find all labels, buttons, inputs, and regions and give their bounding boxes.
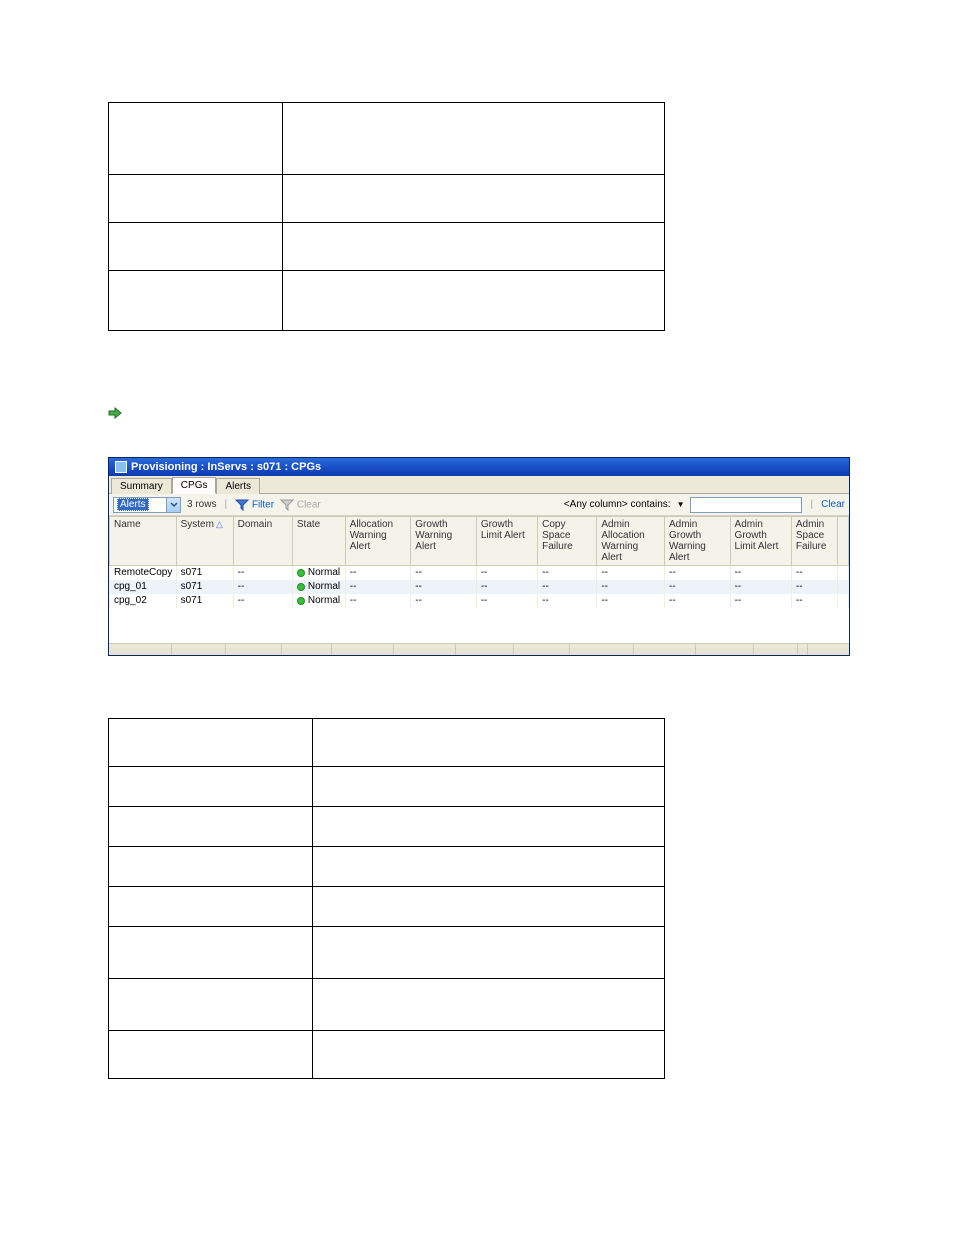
table-cell: -- xyxy=(730,566,791,580)
table-cell: -- xyxy=(476,594,537,608)
window-titlebar: Provisioning : InServs : s071 : CPGs xyxy=(109,458,849,476)
table-cell: -- xyxy=(476,566,537,580)
table-cell: -- xyxy=(476,580,537,594)
table-cell: -- xyxy=(411,580,477,594)
column-header[interactable]: State xyxy=(292,517,345,566)
column-header[interactable]: Domain xyxy=(233,517,292,566)
tab-summary[interactable]: Summary xyxy=(111,478,172,494)
table-cell: Normal xyxy=(292,580,345,594)
table-cell: cpg_02 xyxy=(110,594,177,608)
clear-filter-button[interactable]: Clear xyxy=(280,499,321,511)
column-header[interactable]: Growth Limit Alert xyxy=(476,517,537,566)
table-cell: -- xyxy=(345,566,411,580)
table-cell: -- xyxy=(665,580,731,594)
table-cell: -- xyxy=(411,566,477,580)
chevron-down-icon xyxy=(166,498,180,512)
column-header[interactable]: Name xyxy=(110,517,177,566)
window-icon xyxy=(115,461,127,473)
table-cell: RemoteCopy xyxy=(110,566,177,580)
table-cell: -- xyxy=(730,594,791,608)
clear-filter-label: Clear xyxy=(297,499,321,510)
table-row[interactable]: RemoteCopys071--Normal---------------- xyxy=(110,566,849,580)
view-select-value: Alerts xyxy=(117,498,149,511)
window-title: Provisioning : InServs : s071 : CPGs xyxy=(131,461,321,473)
column-header[interactable]: System△ xyxy=(176,517,233,566)
cpgs-grid: NameSystem△DomainStateAllocation Warning… xyxy=(109,516,849,608)
column-header[interactable]: Growth Warning Alert xyxy=(411,517,477,566)
table-cell: -- xyxy=(411,594,477,608)
table-cell: Normal xyxy=(292,566,345,580)
table-cell: -- xyxy=(597,566,665,580)
filter-input[interactable] xyxy=(690,497,802,513)
table-cell: -- xyxy=(538,594,597,608)
anycolumn-label: <Any column> contains: xyxy=(564,499,671,510)
column-header[interactable]: Copy Space Failure xyxy=(538,517,597,566)
column-header[interactable]: Admin Growth Limit Alert xyxy=(730,517,791,566)
doc-table-1 xyxy=(108,102,665,331)
column-header[interactable] xyxy=(838,517,849,566)
status-dot-icon xyxy=(297,597,305,605)
table-cell: Normal xyxy=(292,594,345,608)
table-cell: -- xyxy=(597,594,665,608)
status-dot-icon xyxy=(297,583,305,591)
grid-header-row: NameSystem△DomainStateAllocation Warning… xyxy=(110,517,849,566)
status-dot-icon xyxy=(297,569,305,577)
grid-toolbar: Alerts 3 rows | Filter Clear <Any c xyxy=(109,494,849,516)
table-cell: -- xyxy=(665,566,731,580)
table-cell: -- xyxy=(597,580,665,594)
clear-button[interactable]: Clear xyxy=(821,499,845,510)
table-cell: -- xyxy=(791,594,838,608)
arrow-icon xyxy=(108,407,124,423)
view-select[interactable]: Alerts xyxy=(113,497,181,513)
filter-label: Filter xyxy=(252,499,274,510)
table-cell: -- xyxy=(538,566,597,580)
table-row[interactable]: cpg_02s071--Normal---------------- xyxy=(110,594,849,608)
sort-asc-icon: △ xyxy=(216,519,223,529)
table-cell: -- xyxy=(233,594,292,608)
column-header[interactable]: Admin Space Failure xyxy=(791,517,838,566)
provisioning-window: Provisioning : InServs : s071 : CPGs Sum… xyxy=(108,457,850,656)
table-cell: s071 xyxy=(176,594,233,608)
grid-footer xyxy=(109,643,849,655)
chevron-down-icon[interactable]: ▼ xyxy=(677,500,685,509)
table-cell: -- xyxy=(233,580,292,594)
table-cell: -- xyxy=(538,580,597,594)
tab-cpgs[interactable]: CPGs xyxy=(172,477,217,494)
column-header[interactable]: Admin Growth Warning Alert xyxy=(665,517,731,566)
filter-icon xyxy=(235,499,249,511)
row-count: 3 rows xyxy=(187,499,216,510)
tab-strip: Summary CPGs Alerts xyxy=(109,476,849,494)
tab-alerts[interactable]: Alerts xyxy=(216,478,260,494)
table-cell: -- xyxy=(791,566,838,580)
table-cell: -- xyxy=(345,580,411,594)
table-cell: s071 xyxy=(176,580,233,594)
filter-button[interactable]: Filter xyxy=(235,499,274,511)
table-cell: s071 xyxy=(176,566,233,580)
table-cell: -- xyxy=(730,580,791,594)
table-row[interactable]: cpg_01s071--Normal---------------- xyxy=(110,580,849,594)
column-header[interactable]: Allocation Warning Alert xyxy=(345,517,411,566)
table-cell: -- xyxy=(791,580,838,594)
table-cell: -- xyxy=(233,566,292,580)
table-cell: cpg_01 xyxy=(110,580,177,594)
doc-table-2 xyxy=(108,718,665,1079)
clear-filter-icon xyxy=(280,499,294,511)
table-cell: -- xyxy=(665,594,731,608)
column-header[interactable]: Admin Allocation Warning Alert xyxy=(597,517,665,566)
table-cell: -- xyxy=(345,594,411,608)
